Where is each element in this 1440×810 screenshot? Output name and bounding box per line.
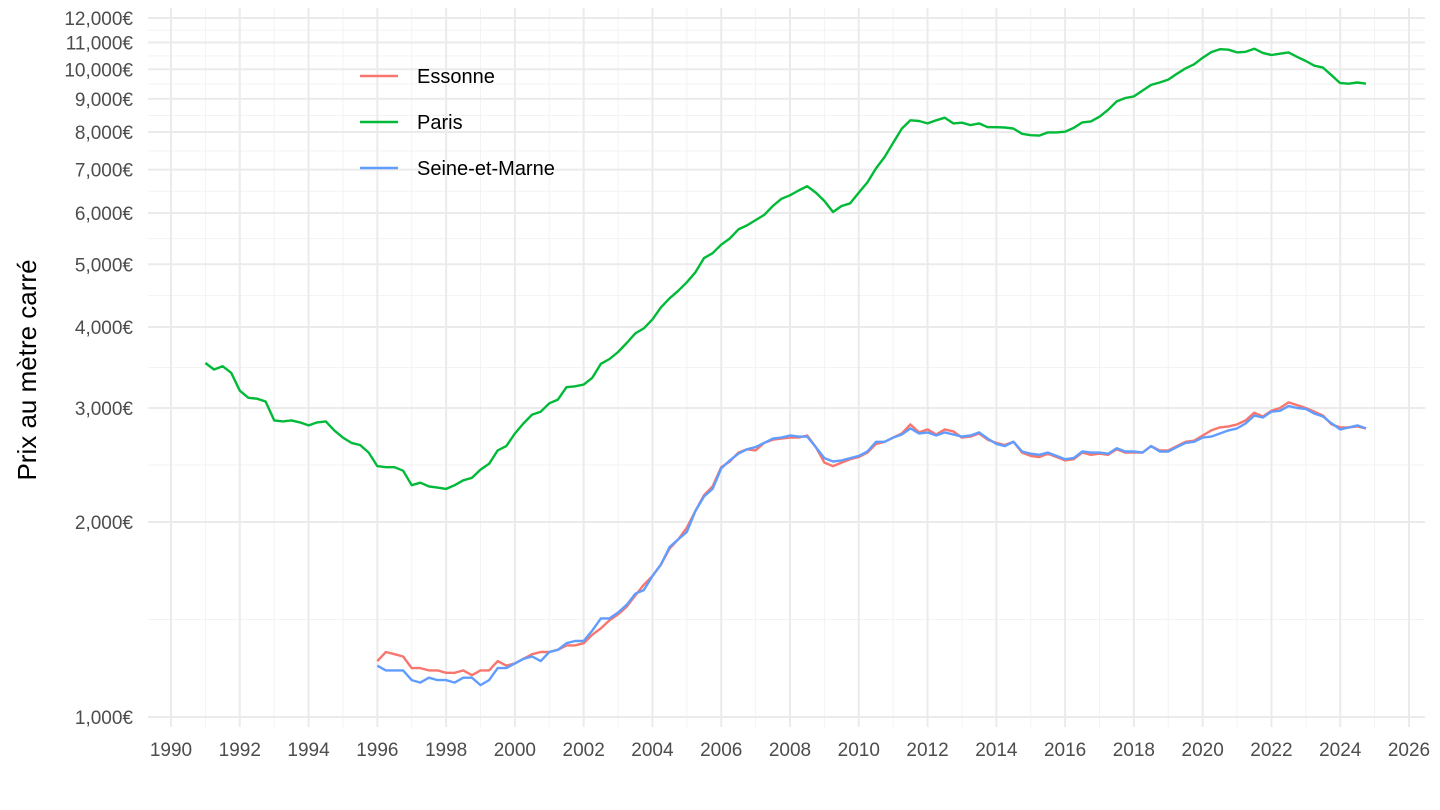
y-tick-label: 12,000€ — [64, 9, 133, 30]
x-tick-label: 2026 — [1388, 740, 1430, 761]
series-line-paris — [204, 47, 1367, 491]
x-tick-label: 2014 — [975, 740, 1018, 761]
y-tick-label: 5,000€ — [75, 255, 134, 276]
legend-label: Paris — [417, 112, 463, 134]
x-tick-label: 2004 — [631, 740, 674, 761]
x-tick-label: 1990 — [150, 740, 192, 761]
x-axis-tick-labels: 1990 1992 1994 1996 1998 2000 2002 2004 2006 2008… — [150, 740, 1430, 761]
series-lines — [204, 47, 1367, 687]
y-tick-label: 2,000€ — [75, 513, 134, 534]
y-tick-label: 9,000€ — [75, 90, 134, 111]
legend-label: Essonne — [417, 66, 495, 88]
major-gridlines — [148, 8, 1425, 727]
y-tick-label: 8,000€ — [75, 123, 134, 144]
y-tick-label: 7,000€ — [75, 161, 134, 182]
x-tick-label: 1992 — [219, 740, 261, 761]
x-tick-label: 1996 — [356, 740, 398, 761]
series-line-seine-et-marne — [376, 404, 1367, 687]
x-tick-label: 1998 — [425, 740, 467, 761]
y-tick-label: 4,000€ — [75, 318, 134, 339]
minor-gridlines — [148, 8, 1425, 727]
x-tick-label: 2000 — [494, 740, 536, 761]
y-tick-label: 3,000€ — [75, 399, 134, 420]
x-tick-label: 2022 — [1250, 740, 1292, 761]
legend: Essonne Paris Seine-et-Marne — [360, 66, 555, 180]
x-tick-label: 2002 — [563, 740, 605, 761]
y-tick-label: 10,000€ — [64, 60, 133, 81]
x-tick-label: 2020 — [1182, 740, 1224, 761]
y-axis-tick-labels: 1,000€ 2,000€ 3,000€ 4,000€ 5,000€ 6,000€ 7,00… — [64, 9, 133, 729]
x-tick-label: 2016 — [1044, 740, 1086, 761]
x-tick-label: 2008 — [769, 740, 811, 761]
x-tick-label: 1994 — [287, 740, 330, 761]
x-tick-label: 2018 — [1113, 740, 1155, 761]
x-tick-label: 2012 — [906, 740, 948, 761]
y-tick-label: 11,000€ — [66, 33, 134, 54]
x-tick-label: 2010 — [838, 740, 880, 761]
x-tick-label: 2006 — [700, 740, 742, 761]
series-line-essonne — [376, 401, 1367, 677]
y-axis-title: Prix au mètre carré — [12, 259, 42, 480]
x-tick-label: 2024 — [1319, 740, 1362, 761]
y-tick-label: 6,000€ — [75, 204, 134, 225]
legend-label: Seine-et-Marne — [417, 158, 555, 180]
y-tick-label: 1,000€ — [75, 708, 134, 729]
